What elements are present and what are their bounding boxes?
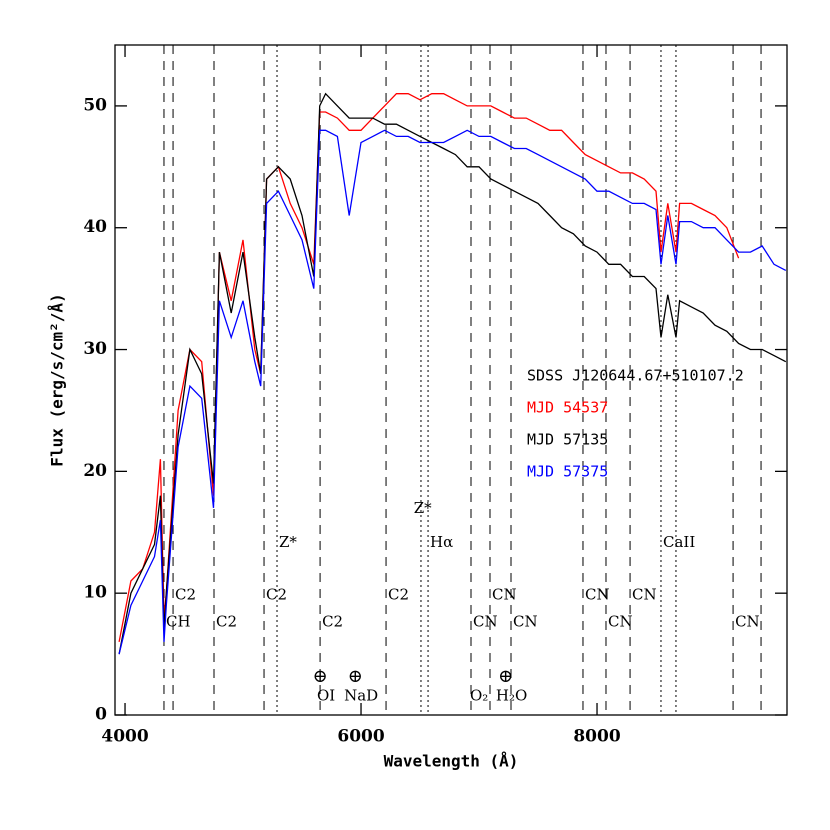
plot-frame [114, 44, 788, 716]
y-tick-label: 50 [83, 95, 107, 115]
feature-label: CN [513, 612, 538, 630]
feature-label: C2 [266, 586, 287, 604]
feature-label: CN [735, 612, 760, 630]
feature-label: C2 [216, 612, 237, 630]
telluric-label: NaD [344, 687, 378, 705]
feature-label: CaII [663, 533, 695, 551]
y-tick-label: 40 [83, 217, 107, 237]
telluric-label: H₂O [496, 687, 527, 705]
y-axis-label: Flux (erg/s/cm²/Å) [48, 293, 67, 466]
x-axis-label: Wavelength (Å) [384, 752, 519, 771]
feature-label: CN [632, 586, 657, 604]
legend-title: SDSS J120644.67+510107.2 [527, 367, 744, 385]
legend-entry: MJD 57135 [527, 431, 608, 449]
feature-label: CN [608, 612, 633, 630]
spectrum-line [118, 129, 787, 655]
x-tick-label: 8000 [573, 727, 620, 747]
feature-label: CN [473, 612, 498, 630]
telluric-symbol: ⊕ [498, 666, 513, 687]
x-tick-label: 4000 [101, 727, 148, 747]
feature-label: CH [166, 612, 191, 630]
legend-entry: MJD 54537 [527, 399, 608, 417]
feature-label: C2 [322, 612, 343, 630]
spectrum-line [118, 93, 740, 643]
telluric-symbol: ⊕ [348, 666, 363, 687]
feature-label: C2 [175, 586, 196, 604]
feature-label: CN [492, 586, 517, 604]
y-tick-label: 30 [83, 339, 107, 359]
feature-label: Z* [414, 499, 432, 517]
telluric-symbol: ⊕ [313, 666, 328, 687]
legend-entry: MJD 57375 [527, 463, 608, 481]
telluric-label: OI [317, 687, 335, 705]
y-tick-label: 20 [83, 461, 107, 481]
spectrum-line [118, 92, 787, 655]
feature-label: C2 [388, 586, 409, 604]
feature-label: CN [585, 586, 610, 604]
y-tick-label: 10 [83, 583, 107, 603]
feature-label: Hα [430, 533, 453, 551]
feature-label: Z* [279, 533, 297, 551]
y-tick-label: 0 [95, 705, 107, 725]
x-tick-label: 6000 [337, 727, 384, 747]
telluric-label: O₂ [470, 687, 488, 705]
